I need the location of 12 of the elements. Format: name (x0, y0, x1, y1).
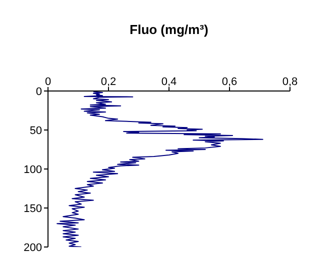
line-series (56, 91, 264, 247)
y-tick-label: 100 (24, 164, 42, 176)
x-tick-label: 0,6 (222, 76, 238, 88)
x-tick-label: 0,2 (100, 76, 116, 88)
chart-title: Fluo (mg/m³) (128, 22, 210, 37)
y-tick-label: 150 (24, 202, 42, 215)
x-tick-label: 0,8 (282, 76, 298, 88)
y-tick-label: 0 (36, 86, 42, 98)
x-tick-label: 0 (44, 76, 52, 88)
y-tick-label: 50 (30, 124, 42, 137)
y-tick-label: 200 (24, 242, 42, 254)
x-tick-label: 0,4 (161, 76, 177, 88)
